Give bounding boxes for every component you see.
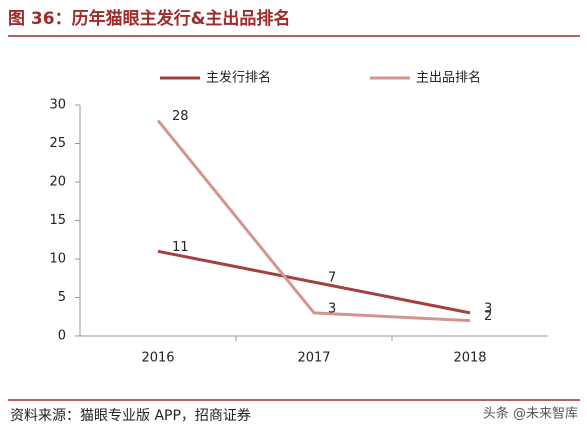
y-tick-label: 0 (58, 329, 66, 344)
series-line (157, 249, 471, 315)
x-tick-label: 2018 (453, 351, 486, 366)
data-label: 2 (484, 309, 492, 324)
x-tick-label: 2017 (297, 351, 330, 366)
legend-label: 主出品排名 (416, 70, 481, 86)
watermark: 头条 @未来智库 (483, 406, 578, 422)
y-tick-label: 15 (49, 213, 66, 228)
source: 资料来源：猫眼专业版 APP，招商证券 (10, 408, 251, 424)
data-label: 7 (328, 271, 336, 286)
data-label: 11 (172, 240, 189, 255)
series-line (156, 119, 471, 323)
y-tick-label: 30 (49, 98, 66, 113)
data-label: 3 (484, 301, 492, 316)
y-tick-label: 20 (49, 175, 66, 190)
y-tick-label: 10 (49, 252, 66, 267)
x-tick-label: 2016 (141, 351, 174, 366)
y-tick-label: 25 (49, 136, 66, 151)
y-tick-label: 5 (58, 290, 66, 305)
chart-title: 图 36：历年猫眼主发行&主出品排名 (8, 8, 290, 29)
data-label: 3 (328, 301, 336, 316)
legend-label: 主发行排名 (206, 70, 271, 86)
data-label: 28 (172, 109, 189, 124)
